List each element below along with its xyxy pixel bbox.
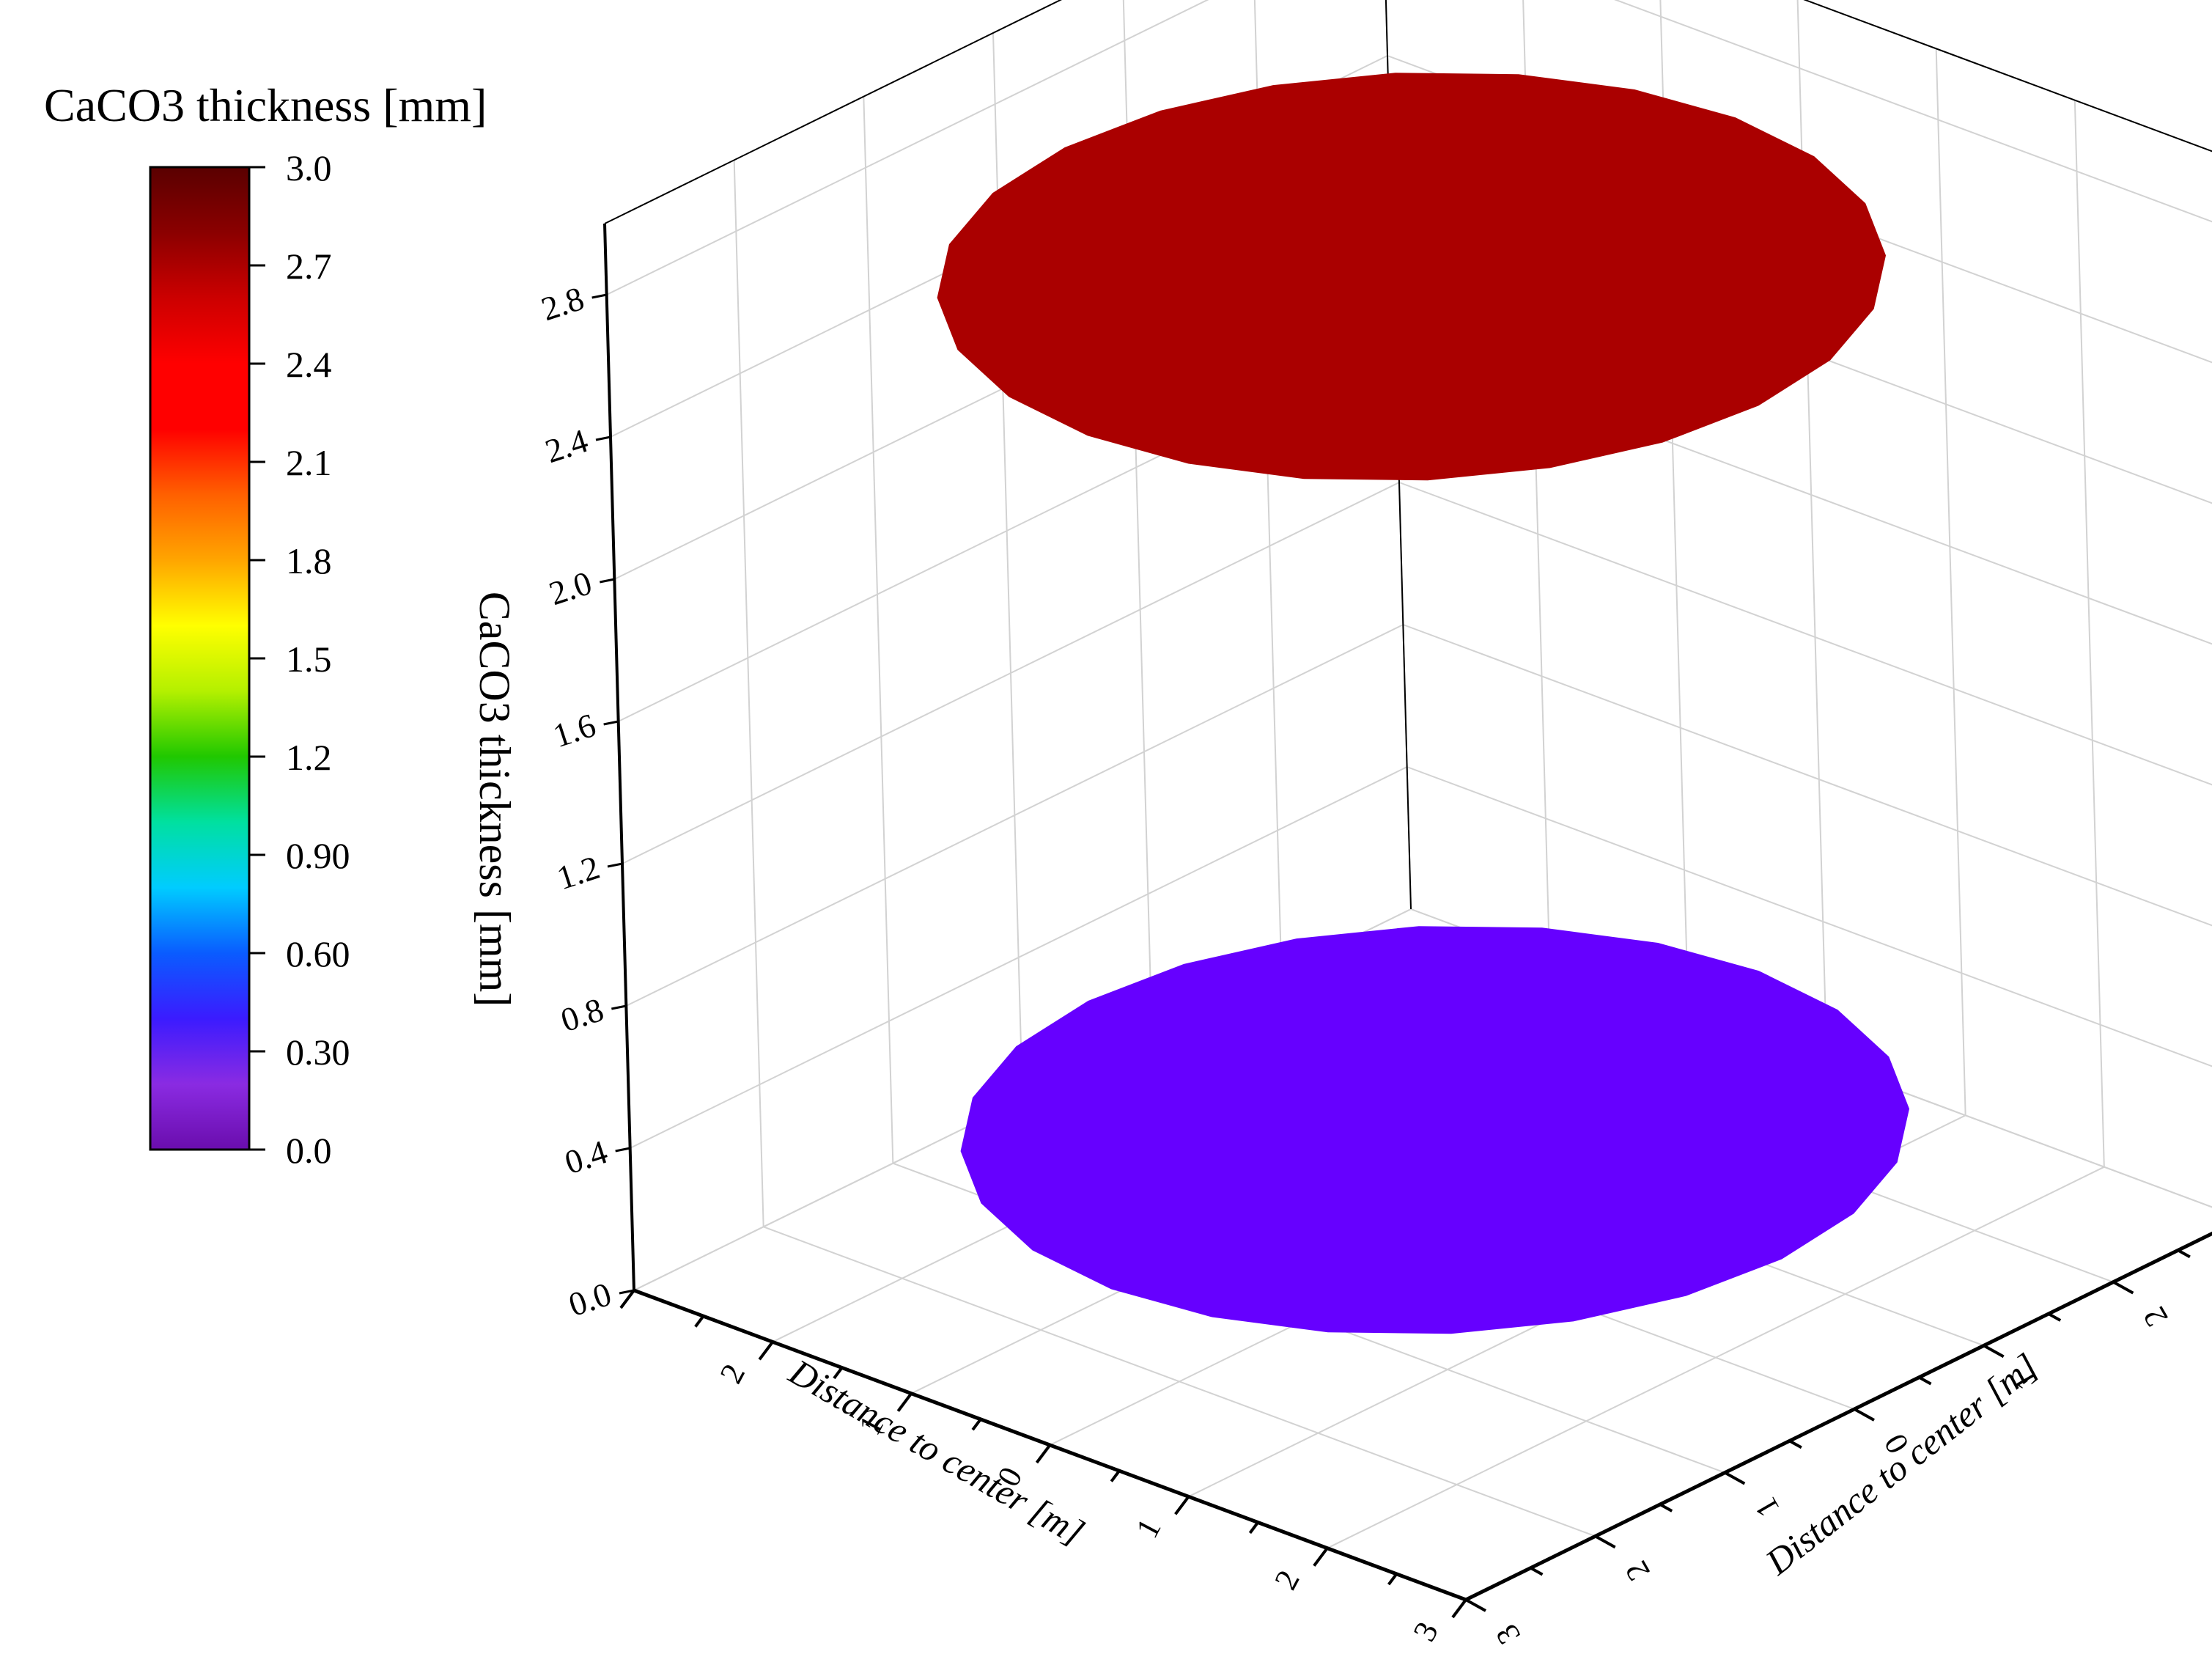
x-tick (1248, 1521, 1259, 1534)
disk-surface (960, 926, 1910, 1334)
colorbar: CaCO3 thickness [mm] 0.0 0.30 0.60 0.90 1.2 1… (44, 79, 487, 1171)
grid-line (1935, 48, 1966, 1116)
colorbar-tick-label: 1.2 (286, 737, 332, 778)
y-tick (1724, 1471, 1746, 1485)
z-axis-line (603, 223, 635, 1291)
colorbar-title: CaCO3 thickness [mm] (44, 79, 487, 131)
z-tick-label: 1.2 (553, 848, 604, 897)
box-edge (1803, 0, 2212, 152)
z-tick-label: 0.8 (556, 990, 608, 1039)
z-tick-label: 2.8 (537, 279, 588, 328)
y-tick (1659, 1503, 1673, 1513)
z-tick (615, 1147, 630, 1153)
data-disks (937, 73, 1910, 1334)
z-tick (603, 720, 619, 726)
x-tick (1313, 1547, 1329, 1567)
z-tick (600, 578, 615, 584)
z-tick (595, 435, 611, 441)
z-tick (619, 1289, 635, 1295)
colorbar-bar (149, 166, 251, 1151)
grid-line (733, 160, 764, 1227)
colorbar-tick-label: 2.7 (286, 246, 332, 287)
colorbar-tick-label: 2.1 (286, 442, 332, 483)
z-tick-label: 0.4 (560, 1133, 611, 1181)
disk-surface (937, 73, 1887, 481)
z-axis-label: CaCO3 thickness [mm] (471, 592, 519, 1007)
colorbar-tick-label: 1.8 (286, 540, 332, 581)
y-tick (2112, 1280, 2134, 1295)
y-tick (2177, 1249, 2191, 1259)
x-tick (833, 1367, 844, 1380)
y-tick (1788, 1439, 1802, 1449)
x-tick (971, 1418, 982, 1431)
x-tick-label: 2 (713, 1358, 753, 1389)
y-tick (1594, 1534, 1616, 1549)
colorbar-tick-label: 0.0 (286, 1130, 332, 1171)
x-tick (758, 1341, 774, 1361)
colorbar-tick-label: 3.0 (286, 147, 332, 188)
y-tick (1465, 1598, 1486, 1612)
y-tick (1854, 1408, 1875, 1422)
colorbar-tick-label: 0.90 (286, 835, 350, 876)
x-tick (896, 1392, 913, 1412)
x-tick (1174, 1496, 1190, 1515)
x-tick (694, 1315, 705, 1328)
y-tick (2048, 1312, 2062, 1322)
z-tick (611, 1004, 627, 1010)
z-tick-label: 2.4 (541, 422, 592, 470)
y-tick-label: 2 (2136, 1301, 2175, 1333)
y-axis-label: Distance to center [m] (1758, 1345, 2046, 1583)
grid-line (2073, 100, 2105, 1167)
y-tick-label: 2 (1618, 1555, 1656, 1587)
x-tick (1110, 1469, 1121, 1482)
y-tick-label: 1 (1747, 1491, 1786, 1523)
box-edge (604, 0, 1063, 224)
colorbar-ticks: 0.0 0.30 0.60 0.90 1.2 1.5 1.8 2.1 2.4 2.7 3.0 (249, 147, 350, 1171)
grid-line (863, 96, 894, 1164)
x-tick (1451, 1598, 1467, 1619)
colorbar-tick-label: 1.5 (286, 639, 332, 680)
y-tick (1530, 1566, 1544, 1576)
x-tick-label: 2 (1267, 1565, 1307, 1595)
x-tick-label: 3 (1406, 1616, 1445, 1647)
x-tick-label: 1 (1129, 1513, 1168, 1543)
colorbar-tick-label: 0.30 (286, 1032, 350, 1073)
z-tick-label: 1.6 (548, 706, 600, 754)
colorbar-tick-label: 0.60 (286, 933, 350, 974)
z-tick (607, 862, 623, 868)
z-tick-label: 2.0 (545, 564, 596, 612)
y-tick (1983, 1344, 2005, 1359)
x-tick (1387, 1573, 1398, 1586)
z-tick-label: 0.0 (564, 1275, 616, 1323)
y-tick (1918, 1375, 1932, 1386)
z-tick (591, 293, 607, 299)
x-tick (619, 1289, 635, 1309)
x-tick (1035, 1444, 1052, 1464)
colorbar-tick-label: 2.4 (286, 344, 332, 385)
y-tick-label: 3 (1489, 1618, 1527, 1650)
